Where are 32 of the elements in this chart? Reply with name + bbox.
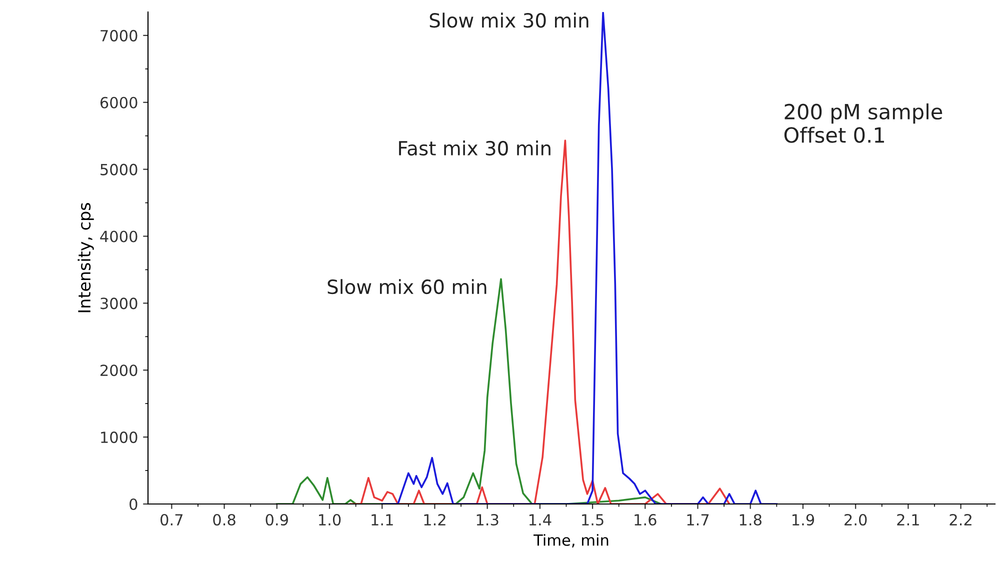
x-tick-label: 1.6 xyxy=(634,514,656,526)
x-tick-label: 2.0 xyxy=(844,514,867,526)
x-tick-label: 0.8 xyxy=(213,514,236,526)
x-tick-label: 0.7 xyxy=(160,514,183,526)
y-axis-title: Intensity, cps xyxy=(78,203,94,312)
series-label: Slow mix 60 min xyxy=(328,279,486,294)
y-tick-label: 2000 xyxy=(100,364,138,376)
series-label: Fast mix 30 min xyxy=(399,140,550,156)
series-label: Slow mix 30 min xyxy=(430,12,588,28)
y-tick-label: 4000 xyxy=(100,230,138,242)
x-tick-label: 2.1 xyxy=(897,514,919,526)
x-tick-label: 1.1 xyxy=(372,514,393,526)
y-tick-label: 3000 xyxy=(100,298,138,310)
x-tick-label: 0.9 xyxy=(266,514,288,526)
x-tick-label: 1.7 xyxy=(687,514,709,526)
line-series xyxy=(381,12,778,504)
x-tick-label: 1.0 xyxy=(319,514,341,526)
line-series xyxy=(276,278,662,504)
x-tick-label: 1.2 xyxy=(424,514,446,526)
x-tick-label: 1.4 xyxy=(529,514,552,526)
x-tick-label: 1.5 xyxy=(582,514,604,526)
y-tick-label: 5000 xyxy=(100,164,138,176)
x-tick-label: 1.8 xyxy=(740,514,762,526)
x-tick-label: 2.2 xyxy=(950,514,972,526)
annotation: 200 pM sample Offset 0.1 xyxy=(784,103,942,143)
x-tick-label: 1.3 xyxy=(476,514,498,526)
y-tick-label: 0 xyxy=(130,498,138,510)
x-axis-title: Time, min xyxy=(534,534,608,548)
y-tick-label: 7000 xyxy=(100,30,138,42)
y-tick-label: 1000 xyxy=(101,432,138,444)
y-tick-label: 6000 xyxy=(100,96,138,108)
x-tick-label: 1.9 xyxy=(792,514,814,526)
